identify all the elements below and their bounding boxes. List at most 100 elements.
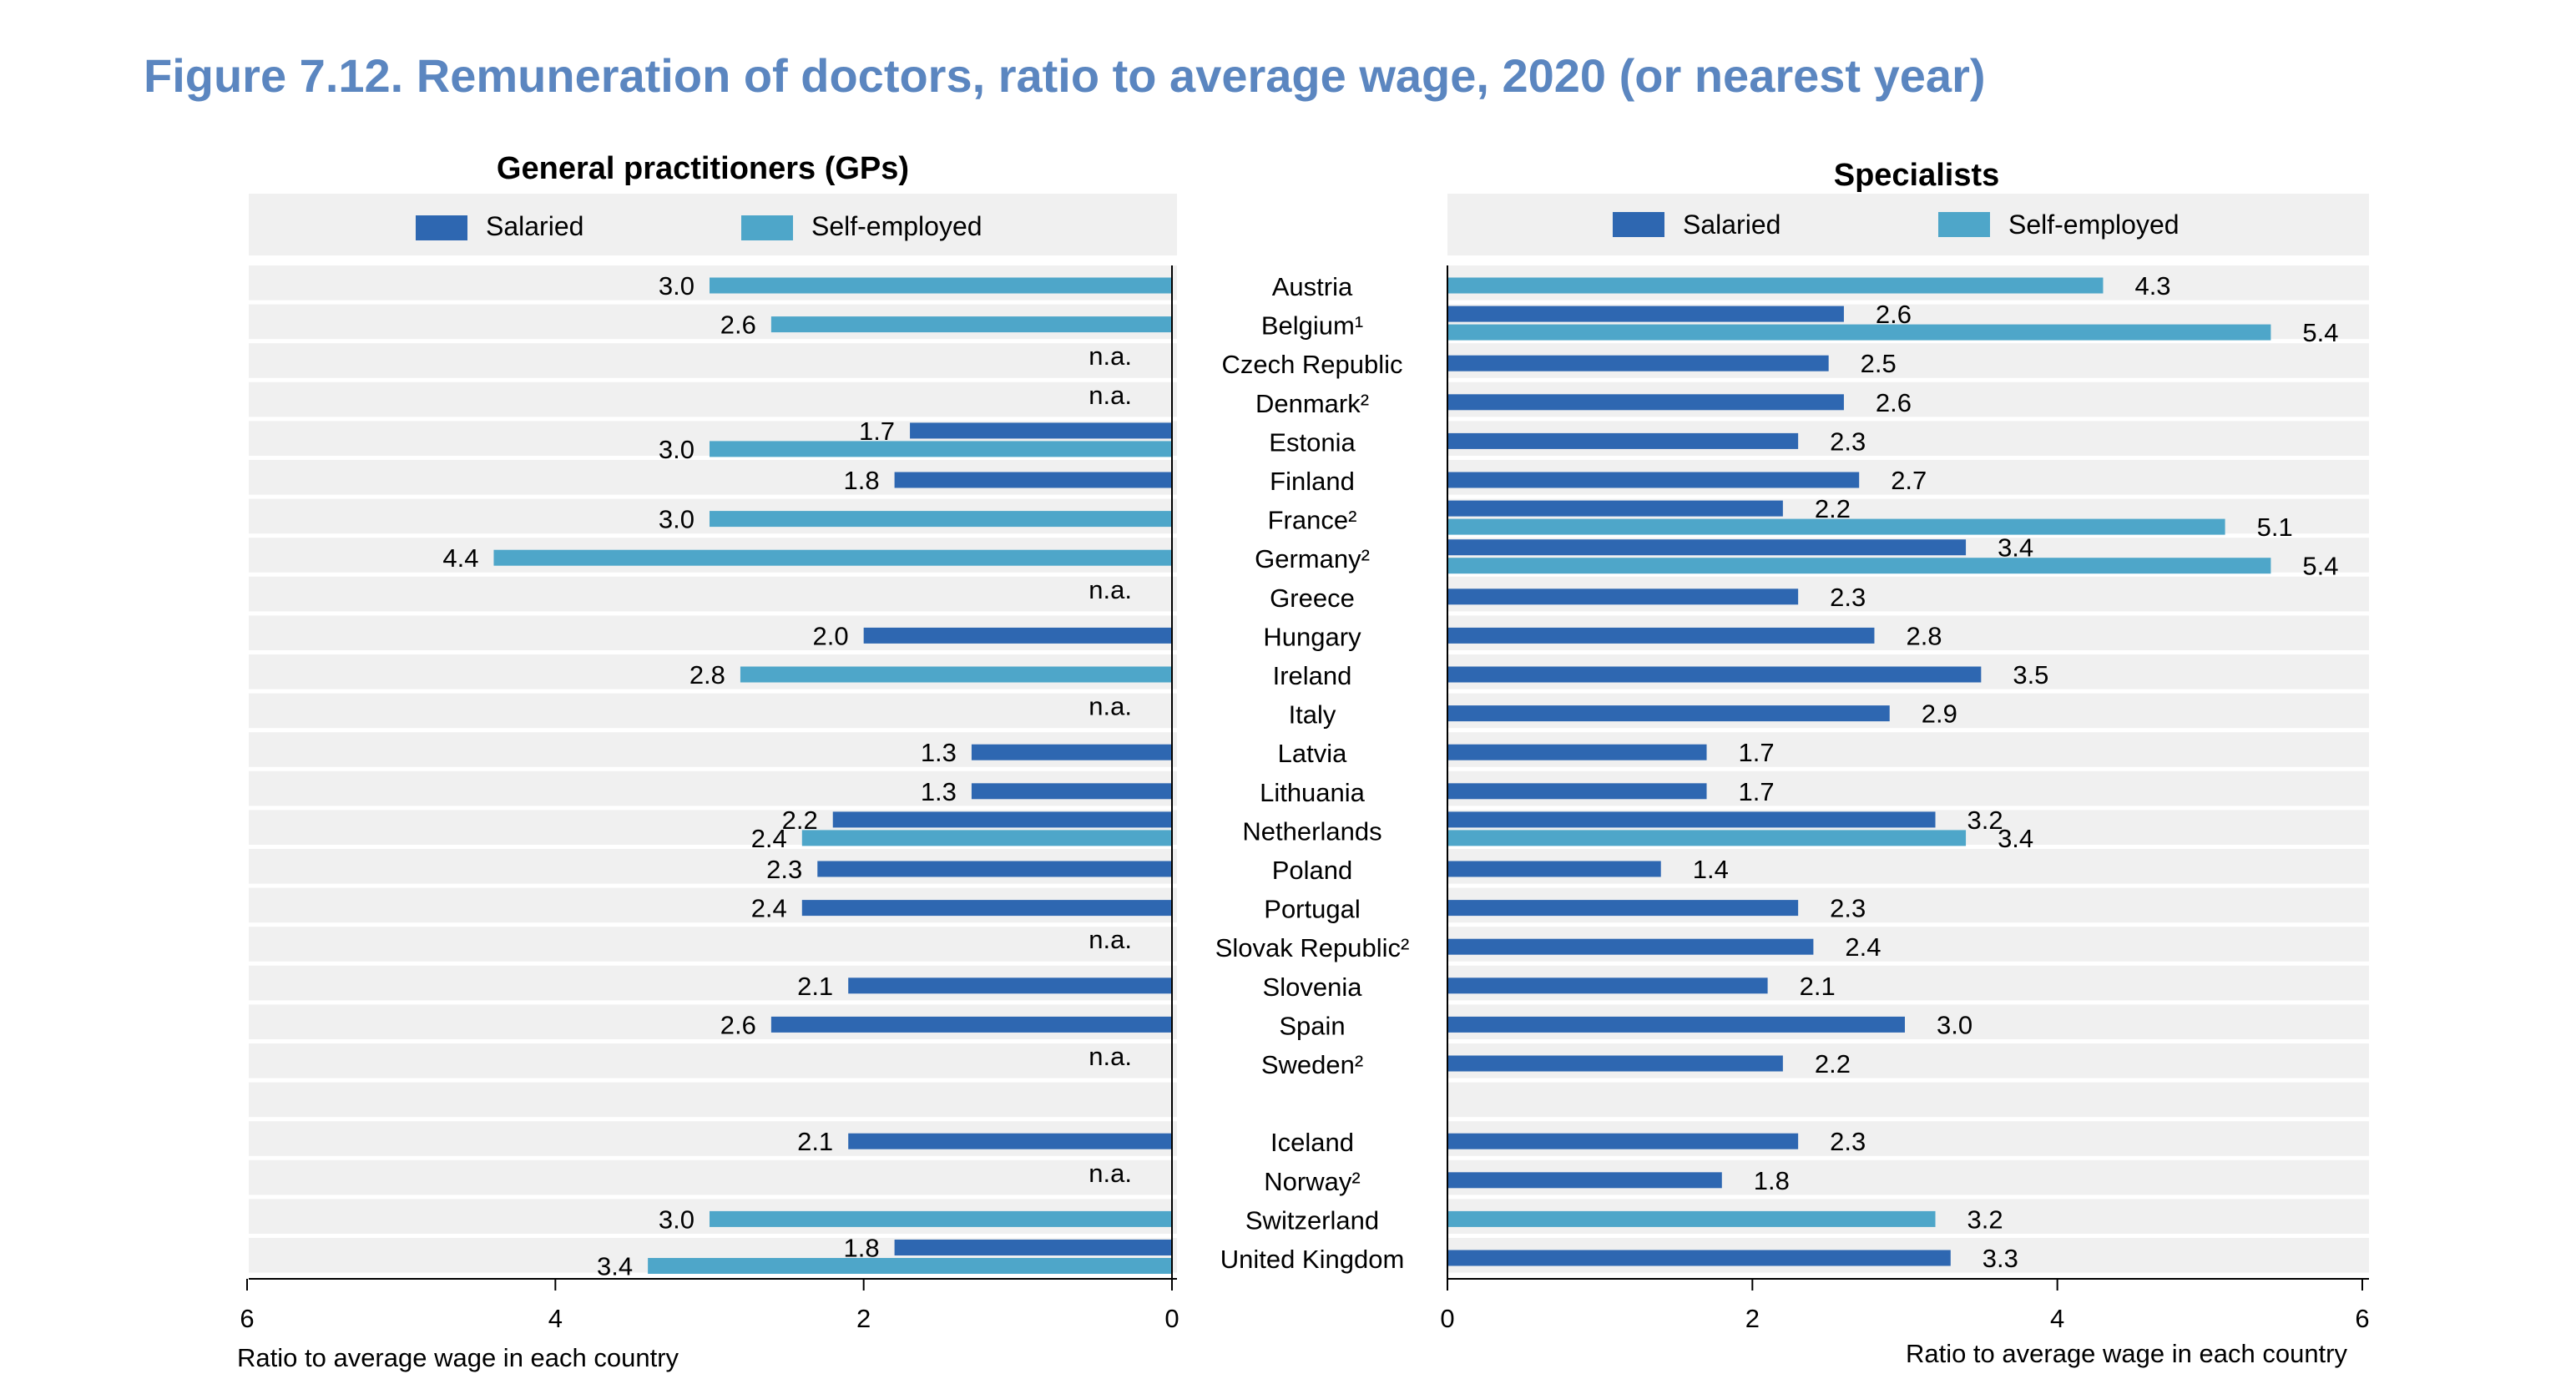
gp-value-label: 1.3: [921, 738, 957, 767]
specialists-row-band: [1447, 1082, 2369, 1118]
specialists-panel: Specialists Salaried Self-employed 4.3 2.…: [1440, 158, 2369, 1368]
specialists-value-label: 2.2: [1815, 494, 1851, 523]
specialists-value-label: 2.7: [1891, 466, 1927, 495]
gp-row-band: [249, 1043, 1177, 1078]
gp-value-label: 3.0: [659, 271, 695, 301]
specialists-bar-salaried: [1447, 539, 1967, 556]
gp-na-label: n.a.: [1088, 575, 1132, 604]
specialists-value-label: 3.4: [1998, 824, 2033, 853]
specialists-bar-salaried: [1447, 394, 1844, 411]
gp-bar-salaried: [910, 422, 1172, 439]
gp-value-label: 3.0: [659, 505, 695, 534]
country-label-netherlands: Netherlands: [1242, 816, 1381, 846]
gp-bar-salaried: [971, 783, 1172, 800]
specialists-value-label: 1.8: [1754, 1166, 1790, 1195]
specialists-value-label: 4.3: [2134, 271, 2170, 301]
specialists-value-label: 5.1: [2257, 513, 2293, 542]
gp-legend-self-employed-swatch: [741, 215, 793, 240]
gp-row-band: [249, 1159, 1177, 1195]
specialists-legend-salaried-swatch: [1613, 212, 1664, 237]
gp-value-label: 2.2: [782, 806, 818, 835]
specialists-x-ticks: 0 2 4 6: [1440, 1279, 2370, 1333]
specialists-value-label: 3.0: [1937, 1010, 1972, 1039]
gp-value-label: 2.8: [689, 660, 725, 690]
specialists-value-label: 1.7: [1739, 777, 1775, 806]
specialists-value-label: 2.6: [1876, 388, 1912, 417]
country-label-italy: Italy: [1289, 700, 1336, 730]
gp-value-label: 3.4: [597, 1252, 633, 1281]
specialists-bar-salaried: [1447, 811, 1936, 828]
specialists-bar-salaried: [1447, 355, 1829, 371]
specialists-bar-salaried: [1447, 783, 1707, 800]
gp-bars: [493, 277, 1172, 1274]
specialists-legend-self-employed-label: Self-employed: [2008, 210, 2179, 240]
gp-bar-salaried: [863, 627, 1172, 644]
gp-bar-self-employed: [710, 441, 1172, 457]
gp-bar-self-employed: [770, 316, 1172, 333]
specialists-value-label: 5.4: [2302, 552, 2338, 581]
gp-bar-salaried: [801, 900, 1172, 917]
gp-value-label: 2.6: [720, 311, 756, 340]
gp-value-label: 1.3: [921, 777, 957, 806]
gp-bar-salaried: [770, 1016, 1172, 1033]
country-label-finland: Finland: [1270, 467, 1355, 496]
specialists-value-label: 2.8: [1906, 621, 1942, 650]
gp-legend-salaried-swatch: [416, 215, 467, 240]
country-label-france: France²: [1268, 506, 1357, 535]
specialists-bar-salaried: [1447, 1172, 1722, 1189]
country-label-iceland: Iceland: [1270, 1128, 1354, 1157]
gp-na-label: n.a.: [1088, 1159, 1132, 1188]
gp-row-band: [249, 381, 1177, 417]
country-label-poland: Poland: [1272, 856, 1353, 885]
specialists-bar-salaried: [1447, 744, 1707, 760]
figure-title: Figure 7.12. Remuneration of doctors, ra…: [144, 49, 1986, 102]
specialists-bar-salaried: [1447, 938, 1814, 955]
gp-bar-salaried: [971, 744, 1172, 760]
specialists-x-tick-label: 2: [1745, 1304, 1760, 1333]
gp-bar-salaried: [817, 861, 1172, 877]
gp-x-tick-label: 2: [856, 1304, 871, 1333]
specialists-bars: [1447, 277, 2271, 1266]
specialists-value-label: 2.5: [1861, 349, 1897, 378]
specialists-legend-self-employed-swatch: [1938, 212, 1990, 237]
gp-value-label: 3.0: [659, 435, 695, 464]
gp-panel-title: General practitioners (GPs): [497, 151, 909, 186]
gp-bar-self-employed: [740, 666, 1172, 683]
specialists-bar-salaried: [1447, 666, 1982, 683]
country-label-ireland: Ireland: [1273, 661, 1352, 690]
country-label-portugal: Portugal: [1264, 895, 1360, 924]
gp-bar-salaried: [848, 1133, 1172, 1149]
country-label-hungary: Hungary: [1263, 622, 1361, 651]
gp-legend-self-employed-label: Self-employed: [811, 211, 982, 241]
specialists-value-label: 1.4: [1693, 855, 1729, 884]
gp-value-label: 2.4: [751, 894, 787, 923]
gp-row-bands: [249, 265, 1177, 1273]
specialists-bar-salaried: [1447, 472, 1860, 488]
specialists-value-labels: 4.3 2.6 5.4 2.5 2.6 2.3 2.7 2.2 5.1 3.4 5.4 2.3 2.8 3…: [1693, 271, 2339, 1273]
country-label-sweden: Sweden²: [1261, 1050, 1363, 1079]
gp-na-label: n.a.: [1088, 925, 1132, 954]
specialists-value-label: 2.1: [1800, 972, 1836, 1001]
gp-bar-self-employed: [710, 277, 1172, 294]
gp-na-label: n.a.: [1088, 381, 1132, 410]
country-label-denmark: Denmark²: [1255, 389, 1369, 418]
specialists-bar-salaried: [1447, 432, 1799, 449]
country-label-slovenia: Slovenia: [1263, 972, 1363, 1002]
country-label-switzerland: Switzerland: [1245, 1205, 1379, 1235]
country-labels: Austria Belgium¹ Czech Republic Denmark² Est…: [1215, 272, 1410, 1274]
country-label-estonia: Estonia: [1269, 427, 1356, 457]
country-label-slovak-republic: Slovak Republic²: [1215, 933, 1410, 962]
specialists-value-label: 2.6: [1876, 300, 1912, 329]
specialists-bar-salaried: [1447, 1055, 1783, 1072]
specialists-bar-salaried: [1447, 500, 1783, 517]
gp-bar-salaried: [832, 811, 1172, 828]
gp-bar-self-employed: [493, 549, 1172, 566]
country-label-spain: Spain: [1279, 1011, 1345, 1040]
gp-bar-self-employed: [710, 1210, 1172, 1227]
specialists-panel-title: Specialists: [1834, 158, 2000, 193]
gp-value-label: 2.1: [797, 1127, 833, 1156]
specialists-bar-salaried: [1447, 1250, 1951, 1266]
gp-x-tick-label: 0: [1164, 1304, 1179, 1333]
gp-value-label: 1.7: [859, 417, 895, 446]
